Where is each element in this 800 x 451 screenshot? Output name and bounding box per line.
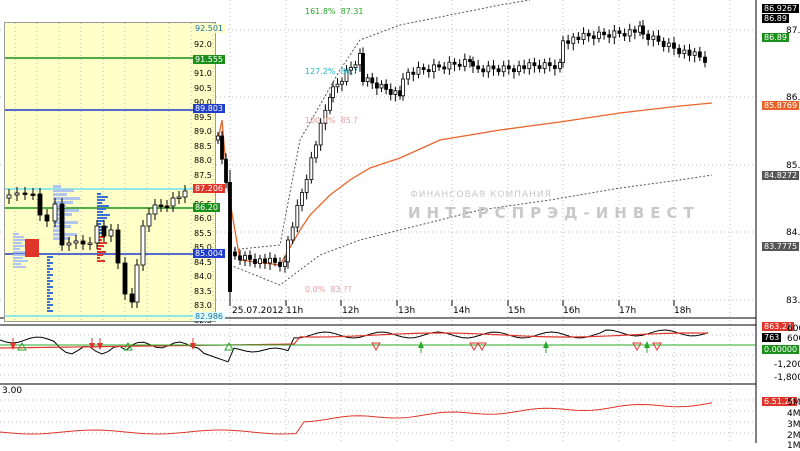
volume-tick: 2M	[787, 431, 800, 441]
osc-tick: -1,800	[774, 373, 800, 383]
inset-level-red: 87.206	[193, 184, 225, 193]
inset-price-tick: 84.5	[194, 257, 212, 267]
price-tick: 87.0	[786, 26, 800, 36]
watermark-line1: ФИНАНСОВАЯ КОМПАНИЯ	[410, 190, 552, 200]
time-label: 18h	[674, 306, 692, 316]
osc-label-green: 0.00000	[762, 345, 800, 354]
inset-price-tick: 89.0	[194, 127, 212, 136]
osc-tick: -1,200	[774, 360, 800, 370]
inset-price-tick: 83.5	[194, 286, 212, 296]
time-label: 11h	[286, 306, 304, 316]
price-label-ma: 85.8769	[762, 101, 800, 110]
price-tick: 85.0	[786, 161, 800, 171]
price-label-last: 86.89	[762, 14, 789, 23]
inset-price-tick: 88.0	[194, 156, 212, 165]
inset-price-tick: 85.5	[194, 228, 212, 238]
price-label-last-green: 86.89	[762, 33, 789, 42]
inset-price-tick: 88.5	[194, 141, 212, 151]
inset-level-green-mid: 86.20	[193, 203, 220, 212]
oscillator-red-line	[0, 332, 709, 349]
inset-level-blue-top: 89.803	[193, 104, 225, 113]
price-tick: 83.0	[786, 296, 800, 306]
time-label: 15h	[508, 306, 526, 316]
inset-chart-panel[interactable]	[4, 22, 216, 322]
upper-band-line	[229, 0, 531, 251]
inset-price-tick: 84.0	[194, 272, 212, 281]
inset-level-green-top: 91.555	[193, 55, 225, 64]
volume-tick: 5M	[787, 398, 800, 408]
time-label: 16h	[563, 306, 581, 316]
signal-markers	[10, 338, 662, 353]
inset-price-tick: 86.0	[194, 214, 212, 223]
fib-label-0: 0.0% 83.??	[305, 285, 352, 294]
volume-tick: 3M	[787, 420, 800, 430]
fib-label-127: 127.2% 86.?	[305, 67, 358, 76]
price-tick: 84.0	[786, 228, 800, 238]
inset-level-blue-low: 85.004	[193, 249, 225, 258]
candlestick-series	[216, 20, 707, 300]
osc-label-red: 863.24	[762, 322, 794, 331]
time-label: 14h	[453, 306, 471, 316]
inset-price-tick: 89.5	[194, 112, 212, 122]
inset-chart-canvas	[5, 23, 215, 321]
price-label-high: 86.9267	[762, 4, 800, 13]
inset-price-tick: 85.0	[194, 243, 212, 252]
price-tick: 86.0	[786, 93, 800, 103]
volume-tick: 4M	[787, 409, 800, 419]
oscillator-black-line	[0, 329, 709, 363]
volume-line	[0, 402, 713, 435]
volume-label-red: 6.51.24	[762, 397, 797, 406]
inset-level-top: 92.501	[193, 24, 225, 33]
inset-level-bottom: 82.986	[193, 312, 225, 321]
moving-average-line	[217, 102, 713, 266]
inset-price-tick: 83.0	[194, 301, 212, 310]
time-label: 13h	[398, 306, 416, 316]
fib-label-161: 161.8% 87.31	[305, 7, 364, 16]
inset-price-tick: 90.5	[194, 83, 212, 93]
inset-price-tick: 90.0	[194, 98, 212, 107]
osc-label-black: 763	[762, 333, 782, 342]
inset-price-tick: 91.0	[194, 69, 212, 78]
time-label: 25.07.2012	[232, 306, 284, 316]
time-label: 17h	[619, 306, 637, 316]
osc-tick: 600	[787, 324, 800, 334]
watermark-line2: ИНТЕРСПРЭД-ИНВЕСТ	[408, 204, 700, 222]
osc-tick: 600	[787, 334, 800, 344]
inset-price-tick: 92.0	[194, 40, 212, 49]
time-label: 12h	[342, 306, 360, 316]
price-label-upper-band: 84.8272	[762, 171, 800, 180]
volume-left-label: 3.00	[2, 386, 23, 396]
price-label-lower-band: 83.7775	[762, 242, 800, 251]
inset-price-tick: 87.5	[194, 170, 212, 180]
fib-label-100: 100.0% 85.?	[305, 116, 358, 125]
lower-band-line	[229, 174, 713, 286]
